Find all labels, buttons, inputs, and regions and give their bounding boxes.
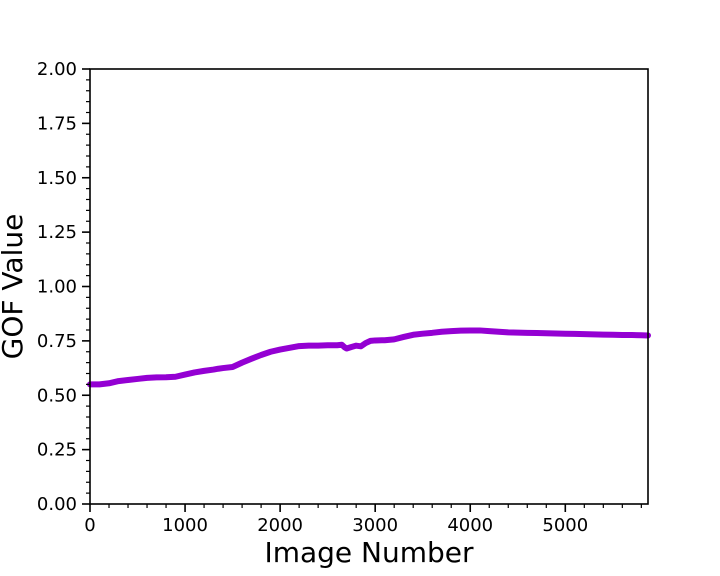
x-tick-label: 1000 (162, 515, 208, 536)
y-tick-label: 2.00 (37, 59, 77, 80)
x-tick-label: 3000 (352, 515, 398, 536)
y-tick-label: 1.50 (37, 168, 77, 189)
plot-frame (89, 68, 649, 505)
y-axis-label: GOF Value (0, 214, 29, 360)
y-tick-label: 0.25 (37, 440, 77, 461)
y-tick-label: 0.50 (37, 385, 77, 406)
plot-area (87, 327, 651, 388)
data-series-line-0 (87, 327, 651, 388)
axis-ticks (82, 68, 642, 512)
x-tick-label: 5000 (542, 515, 588, 536)
x-tick-label: 2000 (257, 515, 303, 536)
x-tick-label: 4000 (447, 515, 493, 536)
y-tick-label: 1.75 (37, 113, 77, 134)
axis-tick-labels: 0 1000 2000 3000 4000 5000 0.00 0.25 0.50 0.75 1.0… (37, 59, 588, 536)
y-tick-label: 0.75 (37, 331, 77, 352)
x-axis-label: Image Number (264, 536, 474, 569)
y-tick-label: 1.25 (37, 222, 77, 243)
x-tick-label: 0 (84, 515, 95, 536)
y-tick-label: 1.00 (37, 277, 77, 298)
y-tick-label: 0.00 (37, 494, 77, 515)
